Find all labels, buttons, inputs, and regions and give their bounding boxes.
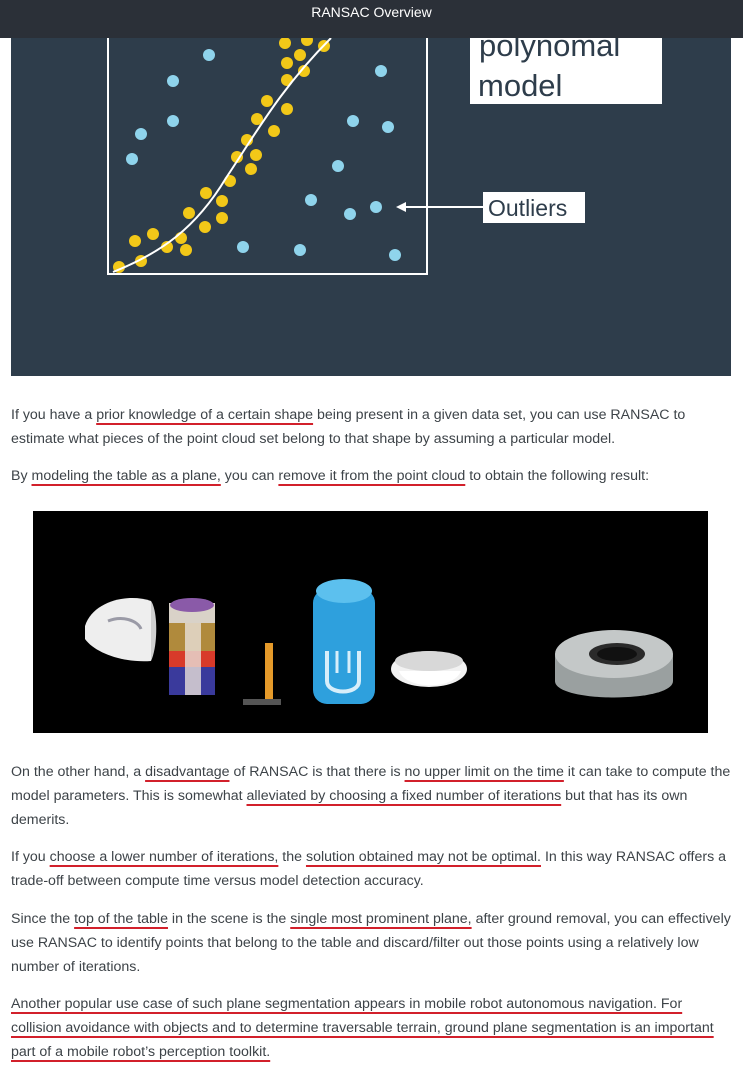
text: If you have a (11, 407, 97, 423)
text: being present in a given data set, you c… (11, 407, 686, 447)
flange-shape-icon (555, 630, 673, 698)
outliers-label-box (483, 192, 585, 223)
underlined-text: alleviated by choosing a fixed number of… (246, 788, 562, 804)
model-label-line2: model (478, 68, 562, 103)
model-label-line1: polynomal (479, 38, 620, 63)
bowl-shape-icon (85, 598, 157, 662)
soda-can-shape-icon (169, 598, 215, 695)
ransac-illustration-svg: polynomal model Outliers (107, 38, 662, 275)
underlined-text: choose a lower number of iterations, (49, 849, 279, 865)
underlined-text: top of the table (74, 911, 168, 927)
text: in the scene is the (167, 911, 291, 927)
outlier-points (126, 49, 401, 261)
underlined-text: Another popular use case of such plane s… (11, 996, 714, 1060)
paragraph-3: On the other hand, a disadvantage of RAN… (11, 760, 733, 832)
underlined-text: disadvantage (145, 764, 230, 780)
text: but that has its own demerits. (11, 788, 688, 828)
text: of RANSAC is that there is (229, 764, 405, 780)
text: you can (220, 468, 279, 484)
text: If you (11, 849, 50, 865)
page-title: RANSAC Overview (311, 4, 432, 20)
underlined-text: remove it from the point cloud (278, 468, 466, 484)
top-bar: RANSAC Overview (0, 0, 743, 38)
underlined-text: prior knowledge of a certain shape (96, 407, 314, 423)
text: By (11, 468, 32, 484)
text: On the other hand, a (11, 764, 146, 780)
text: after ground removal, you can effectivel… (11, 911, 731, 975)
plot-frame (107, 38, 428, 275)
paragraph-6: Another popular use case of such plane s… (11, 992, 733, 1064)
text: it can take to compute the model paramet… (11, 764, 731, 804)
point-cloud-result-svg (85, 579, 673, 705)
paragraph-1: If you have a prior knowledge of a certa… (11, 403, 733, 451)
hammer-shape-icon (243, 643, 281, 705)
fitted-curve (112, 38, 332, 273)
ransac-illustration: polynomal model Outliers (11, 38, 731, 376)
paragraph-4: If you choose a lower number of iteratio… (11, 845, 733, 893)
underlined-text: solution obtained may not be optimal. (305, 849, 541, 865)
text: the (278, 849, 306, 865)
blue-can-shape-icon (313, 579, 375, 704)
inlier-points (113, 38, 330, 273)
arrow-head-icon (396, 202, 406, 212)
paragraph-5: Since the top of the table in the scene … (11, 907, 733, 979)
point-cloud-result-image (33, 511, 708, 733)
outliers-label: Outliers (488, 195, 567, 221)
text: to obtain the following result: (465, 468, 650, 484)
model-label-box (470, 38, 662, 104)
underlined-text: modeling the table as a plane, (31, 468, 221, 484)
underlined-text: single most prominent plane, (290, 911, 472, 927)
text: Since the (11, 911, 75, 927)
underlined-text: no upper limit on the time (404, 764, 564, 780)
dish-shape-icon (391, 651, 467, 687)
text: In this way RANSAC offers a trade-off be… (11, 849, 727, 889)
paragraph-2: By modeling the table as a plane, you ca… (11, 464, 733, 488)
